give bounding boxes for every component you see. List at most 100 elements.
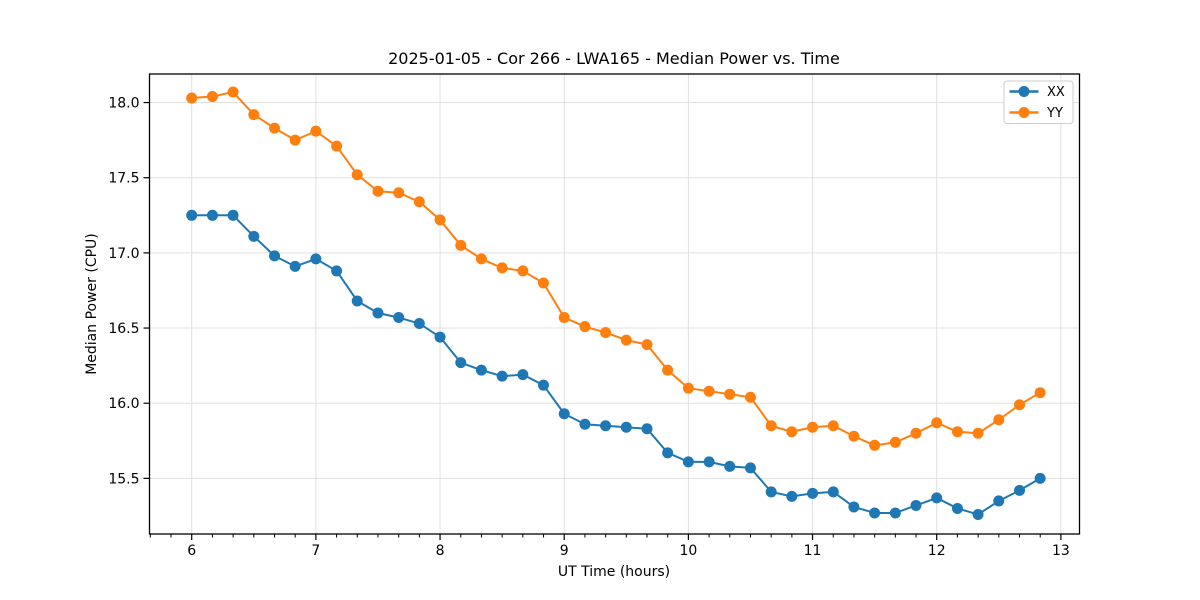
series-yy-marker: [413, 196, 425, 208]
series-xx-marker: [558, 408, 570, 420]
x-tick-label: 8: [436, 543, 445, 559]
series-xx-marker: [227, 209, 239, 221]
series-yy-marker: [724, 388, 736, 400]
series-yy-marker: [848, 430, 860, 442]
y-tick-label: 16.0: [108, 396, 139, 412]
series-yy-marker: [703, 385, 715, 397]
grid-layer: [149, 74, 1080, 534]
series-xx-marker: [372, 307, 384, 319]
series-xx-marker: [682, 456, 694, 468]
series-yy-marker: [434, 214, 446, 226]
series-yy-marker: [269, 122, 281, 134]
series-xx-marker: [310, 253, 322, 265]
series-yy-marker: [206, 91, 218, 103]
series-yy-marker: [682, 382, 694, 394]
x-tick-label: 6: [187, 543, 196, 559]
y-axis-label: Median Power (CPU): [84, 233, 100, 375]
series-layer: [186, 86, 1046, 520]
y-tick-label: 15.5: [108, 471, 139, 487]
series-xx-marker: [393, 312, 405, 324]
series-xx-marker: [827, 486, 839, 498]
series-xx-marker: [765, 486, 777, 498]
series-yy-marker: [662, 364, 674, 376]
legend-swatch-marker-yy: [1018, 107, 1030, 118]
series-xx-marker: [889, 507, 901, 519]
series-xx-marker: [662, 447, 674, 459]
y-tick-label: 16.5: [108, 321, 139, 337]
series-xx-marker: [744, 462, 756, 474]
series-xx-marker: [993, 495, 1005, 507]
series-xx-marker: [413, 318, 425, 330]
series-xx-marker: [206, 209, 218, 221]
series-xx-marker: [289, 260, 301, 272]
series-yy-marker: [558, 312, 570, 324]
series-xx-marker: [1034, 472, 1046, 484]
series-xx-marker: [517, 369, 529, 381]
series-xx-marker: [248, 230, 260, 242]
series-yy-marker: [807, 421, 819, 433]
series-xx-marker: [579, 418, 591, 430]
series-xx-marker: [931, 492, 943, 504]
series-xx-marker: [724, 460, 736, 472]
series-yy-marker: [227, 86, 239, 98]
series-yy-marker: [993, 414, 1005, 426]
series-xx-marker: [972, 508, 984, 520]
series-yy-line: [191, 91, 1041, 447]
series-yy-marker: [1034, 387, 1046, 399]
series-xx-marker: [641, 423, 653, 435]
x-tick-label: 7: [311, 543, 320, 559]
series-yy-marker: [1014, 399, 1026, 411]
series-yy-marker: [475, 253, 487, 265]
series-yy-marker: [351, 169, 363, 181]
series-xx-marker: [910, 499, 922, 511]
tick-layer: [143, 101, 1062, 540]
chart-title: 2025-01-05 - Cor 266 - LWA165 - Median P…: [388, 49, 840, 68]
series-yy-marker: [910, 427, 922, 439]
series-xx-marker: [537, 379, 549, 391]
series-xx-marker: [848, 501, 860, 513]
legend-swatch-marker-xx: [1018, 86, 1030, 97]
series-xx-marker: [269, 250, 281, 262]
plot-border: [148, 73, 1081, 535]
series-xx-marker: [331, 265, 343, 277]
series-xx-marker: [1014, 484, 1026, 496]
series-yy-marker: [765, 420, 777, 432]
series-xx-marker: [351, 295, 363, 307]
series-xx-marker: [703, 456, 715, 468]
series-xx-marker: [807, 487, 819, 499]
series-yy-marker: [331, 140, 343, 152]
series-yy-marker: [455, 239, 467, 251]
series-yy-marker: [517, 265, 529, 277]
x-axis-label: UT Time (hours): [558, 564, 670, 580]
x-tick-label: 10: [679, 543, 697, 559]
series-xx-marker: [496, 370, 508, 382]
series-xx-marker: [455, 357, 467, 369]
series-yy-marker: [931, 417, 943, 429]
series-yy-marker: [827, 420, 839, 432]
series-xx-marker: [620, 421, 632, 433]
series-yy-marker: [600, 327, 612, 339]
x-tick-label: 13: [1052, 543, 1070, 559]
tick-label-layer: 6 7 8 9 10 11 12 13 15.5 16.0 16.5 17.0 17.5 18.0: [108, 96, 1069, 559]
series-xx-marker: [951, 502, 963, 514]
series-yy-marker: [186, 92, 198, 104]
series-yy-marker: [641, 339, 653, 351]
series-xx-marker: [786, 490, 798, 502]
series-yy-marker: [372, 185, 384, 197]
series-xx-marker: [869, 507, 881, 519]
legend-label-xx: XX: [1047, 85, 1065, 100]
series-xx-marker: [186, 209, 198, 221]
series-yy-marker: [786, 426, 798, 438]
series-yy-marker: [310, 125, 322, 137]
y-tick-label: 17.5: [108, 171, 139, 187]
series-yy-marker: [248, 109, 260, 121]
series-xx-marker: [475, 364, 487, 376]
x-tick-label: 9: [560, 543, 569, 559]
legend-label-yy: YY: [1046, 106, 1063, 121]
y-tick-label: 17.0: [108, 246, 139, 262]
series-yy-marker: [620, 334, 632, 346]
series-yy-marker: [951, 426, 963, 438]
series-yy-marker: [889, 436, 901, 448]
